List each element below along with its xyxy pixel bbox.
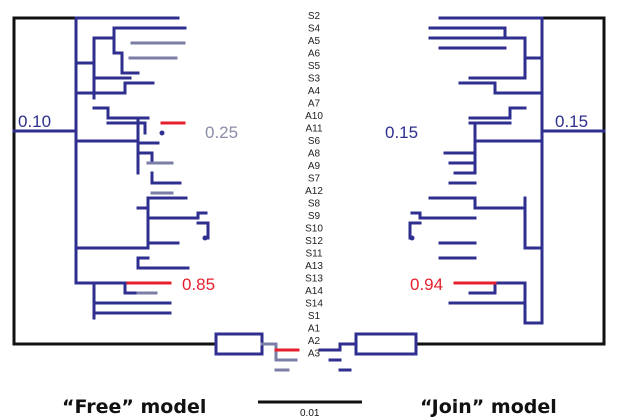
outer-frame [12,16,606,346]
taxon-label: S3 [308,74,321,85]
right-tree [318,16,606,372]
taxon-label: S8 [308,199,321,210]
right-title: “Join” model [420,396,557,418]
left-title: “Free” model [62,396,206,418]
left-a10-value: 0.25 [205,123,238,142]
taxon-label: S14 [305,299,323,310]
taxon-label: A9 [308,161,321,172]
taxon-label: A2 [308,336,321,347]
taxon-label: S7 [308,174,321,185]
taxon-label: A13 [305,261,323,272]
left-root-value: 0.10 [18,112,51,131]
taxon-label: A5 [308,36,321,47]
taxon-label: A6 [308,49,321,60]
right-a11-value: 0.15 [385,123,418,142]
taxon-label: A12 [305,186,323,197]
taxon-label: S2 [308,11,321,22]
taxon-label: S13 [305,274,323,285]
taxon-label: A10 [305,111,323,122]
taxon-label: A1 [308,324,321,335]
taxon-label: S6 [308,136,321,147]
right-a13-value: 0.94 [410,275,443,294]
taxon-label: S12 [305,236,323,247]
left-a13-value: 0.85 [182,275,215,294]
taxon-label: S9 [308,211,321,222]
taxon-label: A7 [308,99,321,110]
taxon-label: S5 [308,61,321,72]
taxon-label: S1 [308,311,321,322]
taxon-label: A4 [308,86,321,97]
taxon-label: A14 [305,286,323,297]
taxon-label: A3 [308,349,321,360]
taxon-label: S10 [305,224,323,235]
taxon-label: A8 [308,149,321,160]
taxon-label: S11 [305,249,322,260]
scale-label: 0.01 [300,408,320,418]
left-tree [12,16,300,372]
taxon-label: A11 [305,124,322,135]
taxon-label: S4 [308,24,321,35]
right-root-value: 0.15 [555,112,588,131]
